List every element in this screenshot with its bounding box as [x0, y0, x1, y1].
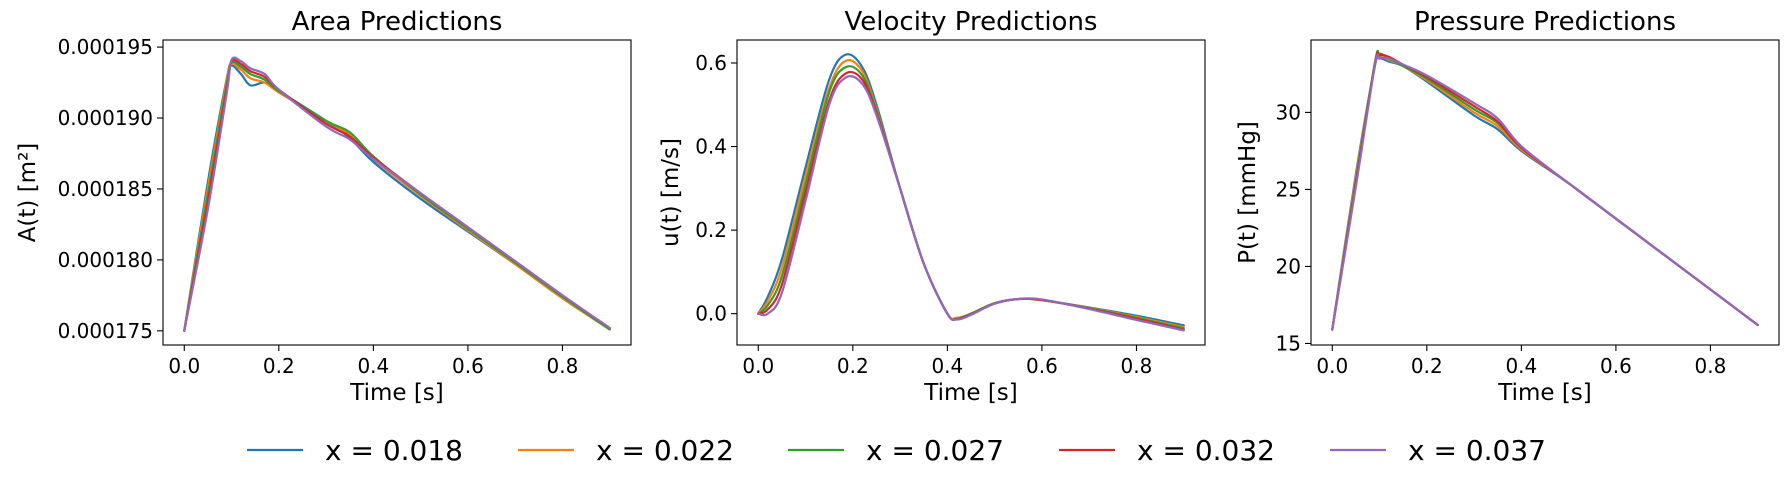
area-chart: 0.0 0.2 0.4 0.6 0.8 0.000175 0.000180 0.000185 0…: [15, 7, 632, 406]
pressure-x-tick-label: 0.8: [1695, 354, 1727, 378]
pressure-series-line-4: [1331, 51, 1759, 331]
area-y-axis-label: A(t) [m²]: [15, 143, 41, 243]
velocity-y-tick-label: 0.6: [695, 51, 727, 75]
area-series-line-1: [183, 63, 611, 332]
pressure-chart-title: Pressure Predictions: [1414, 7, 1676, 37]
area-series-line-2: [183, 62, 611, 332]
velocity-y-tick-label: 0.2: [695, 218, 727, 242]
velocity-x-tick-label: 0.8: [1121, 354, 1153, 378]
area-series-line-5: [183, 56, 611, 332]
velocity-y-tick-label: 0.4: [695, 135, 727, 159]
pressure-series-line-5: [1331, 53, 1759, 331]
area-x-axis-label: Time [s]: [349, 380, 444, 406]
area-series-line-3: [183, 60, 611, 332]
area-series-line-4: [183, 58, 611, 332]
velocity-x-tick-label: 0.2: [837, 354, 869, 378]
area-y-tick-label: 0.000185: [58, 177, 153, 201]
area-chart-title: Area Predictions: [292, 7, 503, 37]
velocity-series-line-1: [757, 53, 1185, 327]
pressure-x-axis-label: Time [s]: [1497, 380, 1592, 406]
pressure-series-line-2: [1331, 52, 1759, 331]
area-x-tick-label: 0.8: [547, 354, 579, 378]
legend: x = 0.018 x = 0.022 x = 0.027 x = 0.032 x = …: [247, 434, 1546, 467]
legend-label: x = 0.037: [1408, 434, 1546, 467]
pressure-series-line-3: [1331, 49, 1759, 331]
velocity-chart-title: Velocity Predictions: [845, 7, 1098, 37]
area-y-tick-label: 0.000195: [58, 35, 153, 59]
area-axes-frame: [162, 39, 632, 346]
velocity-chart: 0.0 0.2 0.4 0.6 0.8 0.0 0.2 0.4 0.6 Velocity Pred…: [658, 7, 1206, 406]
velocity-x-axis-label: Time [s]: [923, 380, 1018, 406]
pressure-x-tick-label: 0.2: [1411, 354, 1443, 378]
pressure-axes-frame: [1310, 39, 1780, 346]
velocity-series-group: [757, 53, 1185, 332]
legend-label: x = 0.018: [325, 434, 463, 467]
area-y-tick-label: 0.000190: [58, 106, 153, 130]
pressure-y-axis-label: P(t) [mmHg]: [1235, 121, 1261, 264]
pressure-series-line-1: [1331, 54, 1759, 331]
pressure-chart: 0.0 0.2 0.4 0.6 0.8 15 20 25 30 Pressure Predicti…: [1235, 7, 1780, 406]
pressure-series-group: [1331, 49, 1759, 331]
area-x-tick-label: 0.0: [168, 354, 200, 378]
area-x-tick-label: 0.2: [263, 354, 295, 378]
velocity-x-tick-label: 0.4: [931, 354, 963, 378]
pressure-x-tick-label: 0.6: [1600, 354, 1632, 378]
velocity-y-axis-label: u(t) [m/s]: [658, 138, 684, 247]
area-y-tick-label: 0.000180: [58, 248, 153, 272]
legend-label: x = 0.032: [1137, 434, 1275, 467]
pressure-x-tick-label: 0.0: [1316, 354, 1348, 378]
area-x-tick-label: 0.4: [357, 354, 389, 378]
velocity-y-tick-label: 0.0: [695, 302, 727, 326]
area-x-tick-label: 0.6: [452, 354, 484, 378]
velocity-x-tick-label: 0.0: [742, 354, 774, 378]
velocity-x-tick-label: 0.6: [1026, 354, 1058, 378]
velocity-axes-frame: [736, 39, 1206, 346]
pressure-x-tick-label: 0.4: [1505, 354, 1537, 378]
pressure-y-tick-label: 15: [1276, 331, 1301, 355]
legend-label: x = 0.022: [596, 434, 734, 467]
pressure-y-tick-label: 30: [1276, 100, 1301, 124]
legend-label: x = 0.027: [866, 434, 1004, 467]
pressure-y-tick-label: 25: [1276, 177, 1301, 201]
pressure-y-tick-label: 20: [1276, 254, 1301, 278]
area-series-group: [183, 56, 611, 332]
area-y-tick-label: 0.000175: [58, 319, 153, 343]
velocity-series-line-5: [757, 75, 1185, 332]
